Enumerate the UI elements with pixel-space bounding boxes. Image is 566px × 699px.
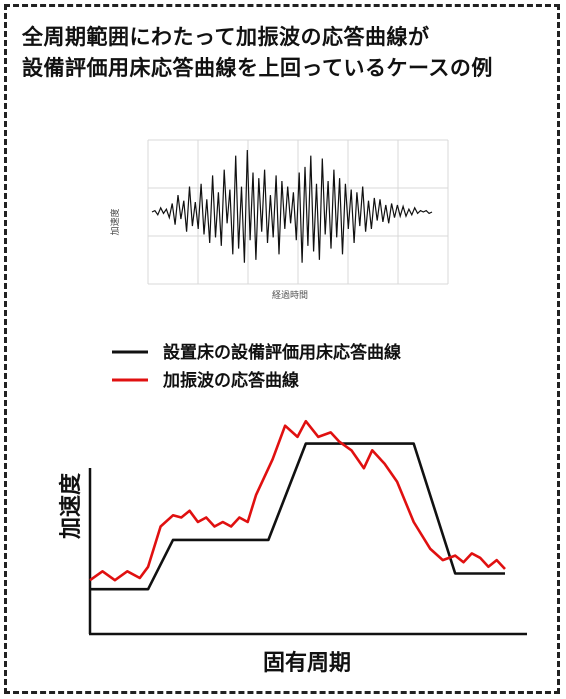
waveform-grid xyxy=(147,139,449,285)
caption-line-2: 設備評価用床応答曲線を上回っているケースの例 xyxy=(22,56,493,80)
spectrum-xlabel: 固有周期 xyxy=(263,650,351,676)
waveform-line xyxy=(151,149,433,263)
spectrum-ylabel: 加速度 xyxy=(58,472,84,540)
spectrum-chart: 設置床の設備評価用床応答曲線 加振波の応答曲線 加速度 固有周期 xyxy=(58,342,527,676)
waveform-ylabel: 加速度 xyxy=(109,208,121,235)
caption-line-1: 全周期範囲にわたって加振波の応答曲線が xyxy=(22,25,430,49)
legend-label-excitation-response: 加振波の応答曲線 xyxy=(162,370,299,391)
series-line-floor-response xyxy=(90,442,505,591)
figure-caption: 全周期範囲にわたって加振波の応答曲線が 設備評価用床応答曲線を上回っているケース… xyxy=(22,22,552,84)
waveform-chart: 加速度 経過時間 xyxy=(109,139,449,301)
waveform-xlabel: 経過時間 xyxy=(272,289,308,301)
dashed-frame xyxy=(4,4,560,694)
legend-label-floor-response: 設置床の設備評価用床応答曲線 xyxy=(163,342,401,363)
series-line-excitation-response xyxy=(89,419,506,582)
